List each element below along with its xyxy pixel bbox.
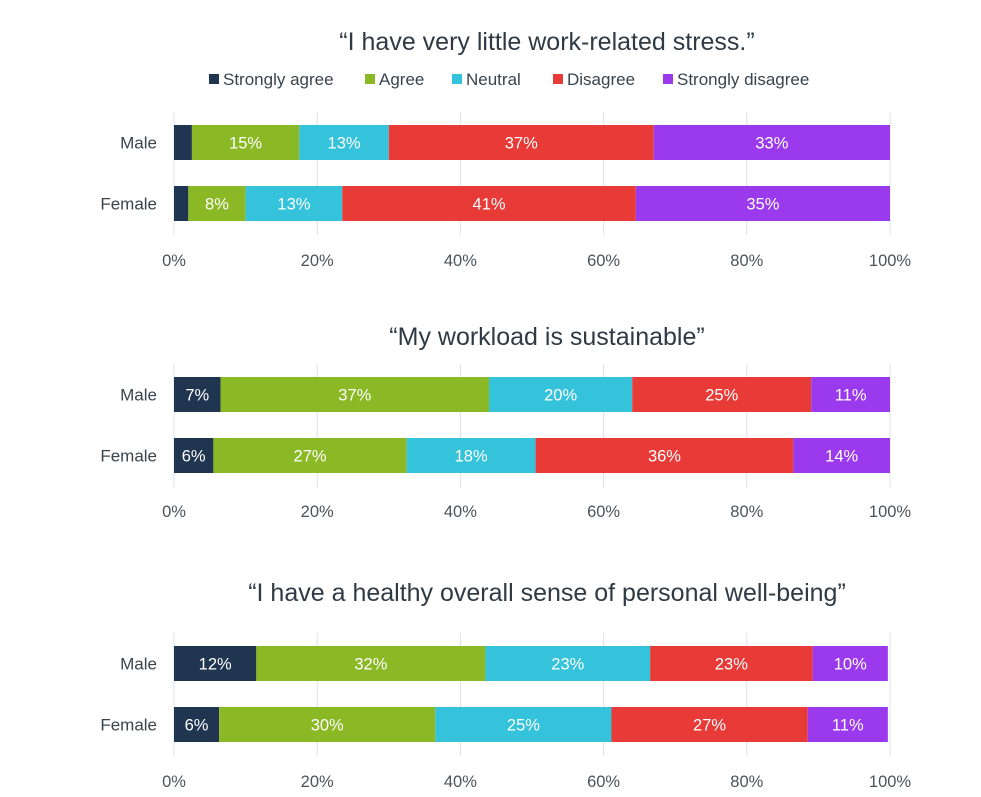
x-tick-label: 0%: [162, 252, 186, 270]
bar-segment: [174, 377, 221, 412]
legend-swatch: [663, 74, 673, 84]
bar-segment: [611, 707, 808, 742]
legend-label: Strongly agree: [223, 70, 334, 89]
bar-segment: [219, 707, 436, 742]
legend-swatch: [209, 74, 219, 84]
x-tick-label: 80%: [730, 773, 763, 791]
data-label: 30%: [311, 717, 344, 735]
data-label: 41%: [473, 196, 506, 214]
x-tick-label: 40%: [444, 503, 477, 521]
data-label: 6%: [185, 717, 209, 735]
legend-label: Neutral: [466, 70, 521, 89]
data-label: 10%: [834, 656, 867, 674]
x-tick-label: 100%: [869, 503, 912, 521]
data-label: 33%: [755, 135, 788, 153]
data-label: 8%: [205, 196, 229, 214]
category-label: Male: [120, 386, 157, 405]
bar-segment: [174, 186, 189, 221]
category-label: Male: [120, 134, 157, 153]
category-label: Female: [100, 716, 157, 735]
bar-segment: [188, 186, 246, 221]
bar-segment: [812, 646, 888, 681]
legend-label: Agree: [379, 70, 424, 89]
bar-segment: [811, 377, 890, 412]
data-label: 7%: [185, 387, 209, 405]
bar-segment: [650, 646, 813, 681]
data-label: 12%: [199, 656, 232, 674]
legend-swatch: [452, 74, 462, 84]
data-label: 25%: [705, 387, 738, 405]
legend-label: Strongly disagree: [677, 70, 809, 89]
bar-segment: [256, 646, 486, 681]
data-label: 6%: [182, 448, 206, 466]
data-label: 23%: [551, 656, 584, 674]
x-tick-label: 0%: [162, 773, 186, 791]
category-label: Female: [100, 447, 157, 466]
bar-segment: [635, 186, 890, 221]
data-label: 27%: [294, 448, 327, 466]
data-label: 13%: [277, 196, 310, 214]
data-label: 15%: [229, 135, 262, 153]
bar-segment: [793, 438, 890, 473]
data-label: 37%: [338, 387, 371, 405]
bar-segment: [388, 125, 654, 160]
bar-segment: [489, 377, 633, 412]
x-tick-label: 0%: [162, 503, 186, 521]
bar-segment: [299, 125, 389, 160]
data-label: 32%: [354, 656, 387, 674]
bar-segment: [213, 438, 407, 473]
x-tick-label: 20%: [301, 503, 334, 521]
x-tick-label: 100%: [869, 773, 912, 791]
data-label: 37%: [505, 135, 538, 153]
bar-segment: [485, 646, 651, 681]
data-label: 25%: [507, 717, 540, 735]
chart-title: “I have a healthy overall sense of perso…: [248, 579, 846, 607]
bar-segment: [342, 186, 636, 221]
bar-segment: [174, 438, 214, 473]
category-label: Male: [120, 655, 157, 674]
data-label: 11%: [832, 717, 864, 735]
data-label: 36%: [648, 448, 681, 466]
x-tick-label: 20%: [301, 773, 334, 791]
data-label: 13%: [328, 135, 361, 153]
bar-segment: [191, 125, 300, 160]
bar-segment: [632, 377, 812, 412]
chart-title: “I have very little work-related stress.…: [339, 28, 754, 56]
bar-segment: [174, 125, 192, 160]
legend-swatch: [553, 74, 563, 84]
bar-segment: [245, 186, 343, 221]
x-tick-label: 20%: [301, 252, 334, 270]
bar-segment: [807, 707, 888, 742]
legend-swatch: [365, 74, 375, 84]
bar-segment: [406, 438, 536, 473]
x-tick-label: 40%: [444, 773, 477, 791]
bar-segment: [174, 646, 257, 681]
bar-segment: [174, 707, 220, 742]
data-label: 11%: [835, 387, 867, 405]
x-tick-label: 80%: [730, 503, 763, 521]
bar-segment: [220, 377, 490, 412]
category-label: Female: [100, 195, 157, 214]
x-tick-label: 60%: [587, 252, 620, 270]
chart-title: “My workload is sustainable”: [389, 323, 704, 351]
data-label: 18%: [455, 448, 488, 466]
bar-segment: [435, 707, 612, 742]
data-label: 27%: [693, 717, 726, 735]
legend-label: Disagree: [567, 70, 635, 89]
x-tick-label: 60%: [587, 773, 620, 791]
x-tick-label: 100%: [869, 252, 912, 270]
bar-segment: [653, 125, 890, 160]
data-label: 35%: [746, 196, 779, 214]
x-tick-label: 40%: [444, 252, 477, 270]
data-label: 14%: [825, 448, 858, 466]
data-label: 23%: [715, 656, 748, 674]
x-tick-label: 80%: [730, 252, 763, 270]
data-label: 20%: [544, 387, 577, 405]
x-tick-label: 60%: [587, 503, 620, 521]
bar-segment: [535, 438, 794, 473]
